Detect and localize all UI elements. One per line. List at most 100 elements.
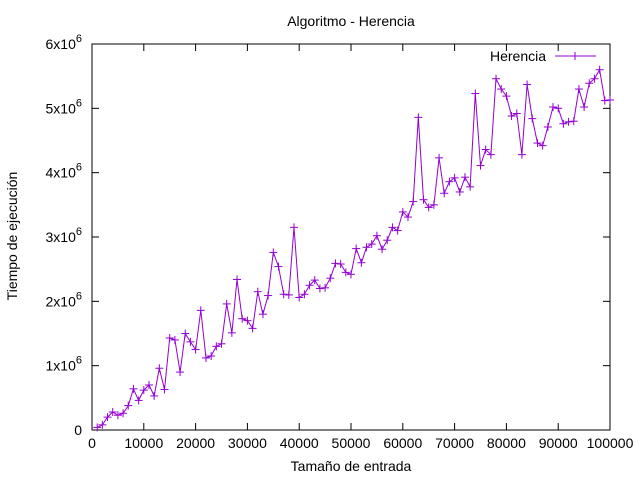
data-point — [98, 420, 107, 429]
data-point — [217, 339, 226, 348]
data-point — [378, 245, 387, 254]
data-point — [186, 337, 195, 346]
data-point — [341, 268, 350, 277]
data-point — [227, 328, 236, 337]
data-point — [274, 262, 283, 271]
data-point — [580, 103, 589, 112]
data-point — [238, 314, 247, 323]
data-point — [559, 119, 568, 128]
data-point — [362, 243, 371, 252]
x-tick-label: 40000 — [280, 435, 319, 451]
data-point — [321, 283, 330, 292]
x-tick-label: 50000 — [332, 435, 371, 451]
data-point — [207, 352, 216, 361]
data-point — [585, 79, 594, 88]
y-tick-label: 5x106 — [46, 97, 82, 116]
data-point — [113, 411, 122, 420]
y-tick-label: 2x106 — [46, 290, 82, 309]
x-tick-label: 0 — [88, 435, 96, 451]
y-tick-label: 6x106 — [46, 33, 82, 52]
data-point — [201, 353, 210, 362]
x-tick-label: 70000 — [435, 435, 474, 451]
data-point — [574, 85, 583, 94]
data-point — [476, 161, 485, 170]
data-point — [564, 117, 573, 126]
data-point — [305, 281, 314, 290]
data-point — [233, 275, 242, 284]
data-point — [424, 203, 433, 212]
y-tick-label: 0 — [74, 422, 82, 438]
data-point — [471, 89, 480, 98]
data-point — [414, 113, 423, 122]
y-tick-label: 4x106 — [46, 162, 82, 181]
data-point — [181, 329, 190, 338]
data-point — [176, 368, 185, 377]
data-point — [258, 310, 267, 319]
y-tick-labels: 0 1x106 2x106 3x106 4x106 5x106 6x106 — [46, 33, 83, 438]
series-layer — [93, 65, 614, 432]
data-point — [155, 364, 164, 373]
data-point — [357, 258, 366, 267]
data-point — [300, 290, 309, 299]
x-axis-label: Tamaño de entrada — [291, 458, 412, 474]
data-point — [264, 291, 273, 300]
data-point — [450, 173, 459, 182]
data-point — [347, 270, 355, 279]
data-point — [222, 299, 231, 308]
data-point — [326, 274, 335, 283]
data-point — [455, 187, 464, 196]
x-tick-label: 90000 — [539, 435, 578, 451]
data-point — [595, 65, 604, 74]
data-point — [160, 385, 169, 394]
data-point — [419, 195, 428, 204]
data-point — [517, 150, 526, 159]
data-point — [196, 306, 205, 315]
data-point — [279, 290, 288, 299]
data-point — [165, 334, 174, 343]
data-point — [523, 80, 532, 89]
x-tick-label: 100000 — [587, 435, 634, 451]
plot-frame — [91, 43, 611, 431]
data-point — [538, 141, 547, 150]
data-point — [409, 197, 418, 206]
data-point — [393, 226, 402, 235]
data-point — [481, 145, 490, 154]
data-point — [331, 259, 340, 268]
data-point — [549, 103, 558, 112]
data-point — [372, 231, 381, 240]
data-point — [295, 293, 304, 302]
data-point — [606, 95, 614, 104]
data-point — [486, 150, 495, 159]
data-point — [150, 391, 159, 400]
data-point — [108, 407, 117, 416]
data-point — [543, 122, 552, 131]
chart-title: Algoritmo - Herencia — [287, 13, 415, 29]
data-point — [139, 386, 148, 395]
data-point — [144, 380, 153, 389]
x-tick-label: 10000 — [124, 435, 163, 451]
data-point — [569, 117, 578, 126]
data-point — [134, 396, 143, 405]
data-point — [512, 109, 521, 118]
data-point — [248, 324, 257, 333]
data-point — [269, 248, 278, 257]
data-point — [315, 284, 324, 293]
data-point — [398, 207, 407, 216]
data-point — [124, 401, 133, 410]
axis-ticks — [91, 43, 611, 431]
data-point — [129, 384, 138, 393]
data-point — [492, 74, 501, 83]
data-point — [284, 290, 293, 299]
data-point — [290, 223, 299, 232]
series-line — [96, 68, 611, 428]
data-point — [435, 153, 444, 162]
y-axis-label: Tiempo de ejecución — [4, 172, 20, 301]
data-point — [497, 85, 506, 94]
x-tick-label: 20000 — [176, 435, 215, 451]
data-point — [600, 96, 609, 105]
data-point — [507, 112, 516, 121]
x-tick-labels: 0 10000 20000 30000 40000 50000 60000 70000 8000… — [88, 435, 633, 451]
data-point — [590, 74, 599, 83]
data-point — [103, 413, 112, 422]
